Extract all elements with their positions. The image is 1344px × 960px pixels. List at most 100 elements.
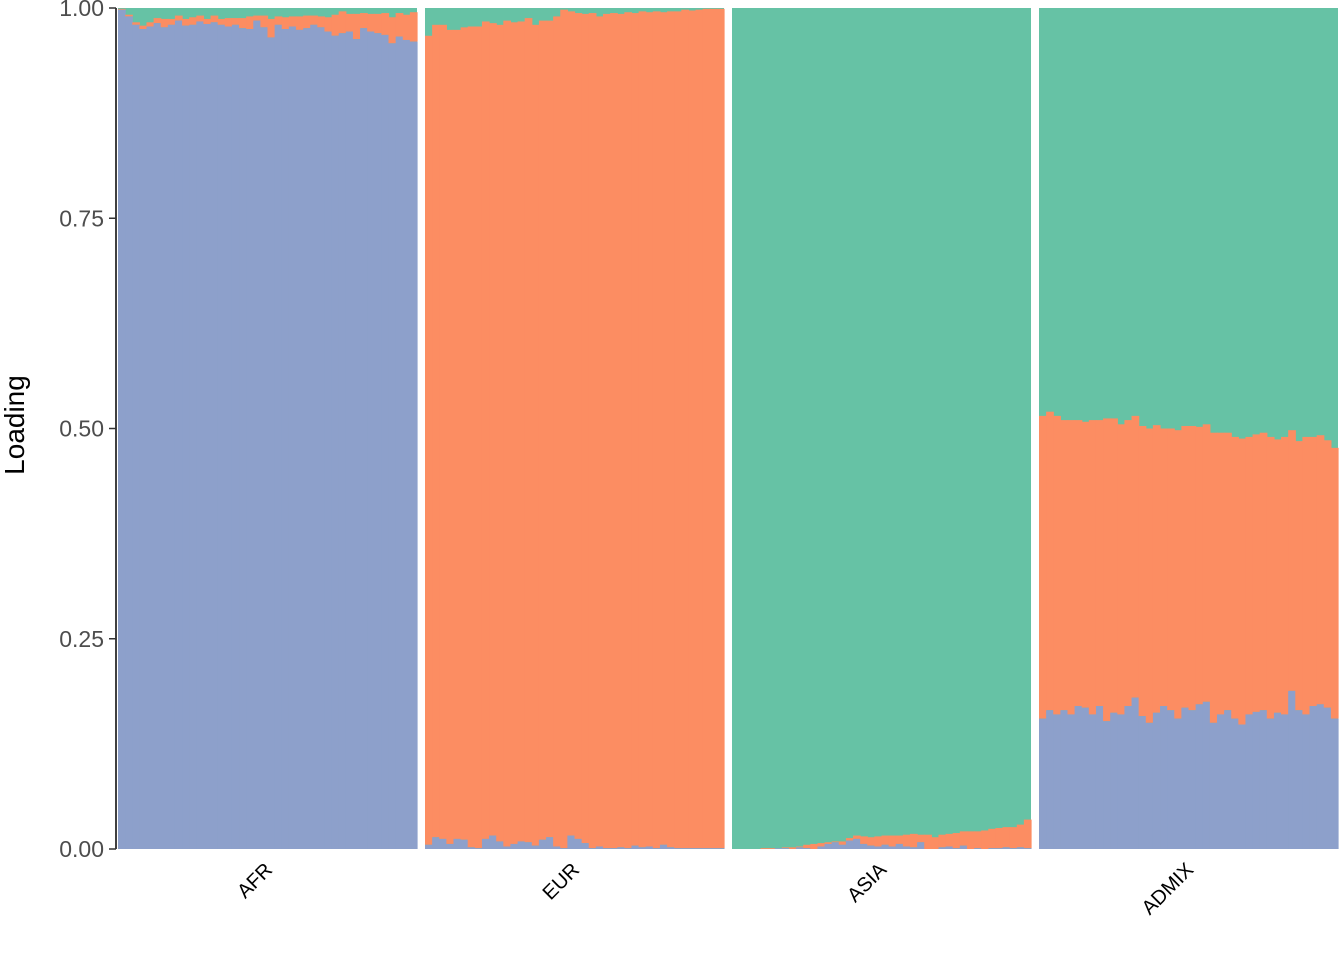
bar-blue xyxy=(1273,712,1282,849)
bar-orange xyxy=(931,837,940,850)
bar-blue xyxy=(153,23,162,849)
bar-orange xyxy=(1110,418,1118,713)
bar-blue xyxy=(1103,721,1111,849)
bar-orange xyxy=(1053,415,1061,715)
bar-blue xyxy=(824,843,833,849)
bar-orange xyxy=(153,18,162,24)
bar-blue xyxy=(652,848,661,849)
bar-orange xyxy=(560,9,568,849)
bar-blue xyxy=(1202,701,1211,849)
bar-orange xyxy=(702,8,711,849)
bar-blue xyxy=(1145,722,1154,849)
bar-blue xyxy=(224,26,233,849)
bar-orange xyxy=(652,11,661,849)
bar-blue xyxy=(1060,710,1069,849)
bar-blue xyxy=(481,838,490,849)
bar-orange xyxy=(288,16,297,27)
x-tick-label: ASIA xyxy=(843,859,891,907)
bar-orange xyxy=(760,848,769,850)
bar-blue xyxy=(867,845,875,849)
bar-blue xyxy=(702,848,711,849)
bar-orange xyxy=(709,8,718,849)
bar-blue xyxy=(295,29,304,850)
bar-orange xyxy=(217,18,226,25)
bar-orange xyxy=(867,837,875,846)
bar-blue xyxy=(331,35,340,849)
bar-orange xyxy=(610,13,618,849)
bar-blue xyxy=(581,843,590,849)
bar-blue xyxy=(395,36,404,849)
bar-orange xyxy=(139,25,148,30)
bar-blue xyxy=(239,28,247,850)
bar-blue xyxy=(1216,714,1225,849)
bar-orange xyxy=(917,834,925,843)
bar-orange xyxy=(966,831,975,850)
bar-orange xyxy=(345,13,354,32)
bar-orange xyxy=(831,841,840,843)
bar-orange xyxy=(1316,435,1325,705)
bar-orange xyxy=(374,13,383,34)
bar-orange xyxy=(1195,426,1204,705)
bar-blue xyxy=(610,848,618,849)
bar-blue xyxy=(1152,712,1161,849)
bar-blue xyxy=(716,848,725,849)
bar-blue xyxy=(688,848,697,849)
bar-orange xyxy=(574,13,583,839)
bar-orange xyxy=(838,841,847,845)
bar-blue xyxy=(624,848,633,849)
bar-orange xyxy=(510,22,519,844)
bar-orange xyxy=(481,21,490,839)
bar-orange xyxy=(1138,425,1147,717)
bar-orange xyxy=(432,24,440,838)
bar-orange xyxy=(1088,420,1097,715)
bar-orange xyxy=(1288,430,1296,691)
bar-orange xyxy=(281,17,290,30)
bar-blue xyxy=(1160,706,1168,849)
bar-orange xyxy=(1009,827,1018,849)
bar-blue xyxy=(1138,716,1147,849)
bar-orange xyxy=(1216,432,1225,715)
bar-blue xyxy=(845,840,854,849)
bar-blue xyxy=(1302,714,1311,849)
bar-blue xyxy=(538,839,547,849)
bar-orange xyxy=(1074,420,1083,707)
bar-orange xyxy=(1067,420,1076,715)
bar-blue xyxy=(496,841,504,849)
bar-orange xyxy=(1309,436,1318,707)
bar-orange xyxy=(695,9,704,849)
bar-orange xyxy=(1266,436,1275,719)
bar-orange xyxy=(853,835,861,839)
bar-blue xyxy=(1023,848,1032,849)
bar-orange xyxy=(303,15,311,29)
bar-orange xyxy=(1224,432,1232,711)
bar-blue xyxy=(324,31,333,850)
bar-blue xyxy=(1238,724,1247,849)
bar-orange xyxy=(1081,421,1090,708)
bar-blue xyxy=(638,847,647,849)
bar-blue xyxy=(560,848,568,849)
bar-orange xyxy=(467,26,476,848)
bar-orange xyxy=(409,12,418,42)
bar-blue xyxy=(774,848,783,849)
bar-orange xyxy=(1124,420,1133,707)
bar-orange xyxy=(1174,430,1182,719)
bar-orange xyxy=(189,17,197,25)
bar-orange xyxy=(588,13,597,849)
bar-blue xyxy=(1259,710,1268,849)
bar-orange xyxy=(425,35,433,845)
bar-blue xyxy=(310,24,318,849)
bar-blue xyxy=(881,844,890,849)
bar-orange xyxy=(796,846,804,848)
x-axis-group-labels: AFR EUR ASIA ADMIX xyxy=(233,859,1198,920)
bar-blue xyxy=(952,848,961,849)
bar-orange xyxy=(224,18,233,27)
bar-blue xyxy=(409,41,418,849)
bar-blue xyxy=(917,842,925,849)
bar-blue xyxy=(1188,710,1197,849)
bar-orange xyxy=(788,847,797,850)
panel-asia xyxy=(732,8,1032,850)
bar-blue xyxy=(203,23,212,850)
bar-orange xyxy=(1188,425,1197,711)
bar-blue xyxy=(1167,710,1175,849)
bar-blue xyxy=(1288,690,1296,849)
